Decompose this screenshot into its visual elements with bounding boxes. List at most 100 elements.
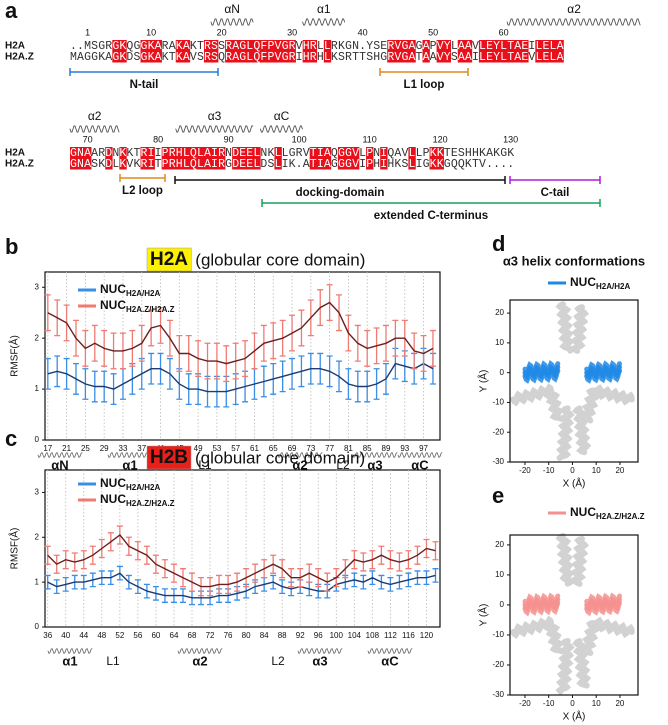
- x-tick-label: 20: [615, 699, 624, 708]
- residue-run: T: [155, 158, 162, 171]
- y-tick-label: 0: [500, 600, 505, 609]
- y-tick-label: 0: [35, 435, 40, 444]
- identity-box: [70, 147, 78, 170]
- residue-run: Q: [331, 147, 338, 160]
- x-tick-label: 69: [288, 444, 297, 453]
- identity-box: [500, 40, 508, 63]
- y-tick-label: 10: [495, 338, 504, 347]
- y-tick-label: -20: [492, 427, 504, 436]
- residue-run: HR: [303, 51, 317, 64]
- helix-label: α1: [317, 2, 331, 16]
- x-axis-label: X (Å): [563, 477, 586, 490]
- identity-box: [196, 147, 205, 170]
- identity-box: [246, 40, 254, 63]
- structure-coil: [37, 451, 83, 459]
- residue-run: RKGN.YSE: [331, 40, 387, 53]
- x-tick-label: -20: [519, 699, 531, 708]
- residue-run: GK: [112, 51, 126, 64]
- residue-run: T: [416, 51, 423, 64]
- identity-box: [316, 147, 325, 170]
- identity-box: [239, 147, 247, 170]
- residue-run: I: [296, 51, 303, 64]
- residue-run: RAGLQFPVGR: [225, 40, 295, 53]
- context-helix: [590, 616, 635, 639]
- structure-coil: [352, 451, 398, 459]
- identity-box: [232, 147, 240, 170]
- y-axis-label: Y (Å): [477, 604, 490, 627]
- region-label: L1 loop: [404, 79, 445, 91]
- region-label: extended C-terminus: [374, 210, 488, 222]
- identity-box: [485, 40, 494, 63]
- residue-run: GK: [112, 40, 126, 53]
- identity-box: [514, 40, 522, 63]
- x-tick-label: 25: [81, 444, 90, 453]
- residue-run: RVGA: [387, 51, 415, 64]
- identity-box: [344, 147, 353, 170]
- legend-label: NUCH2A.Z/H2A.Z: [100, 298, 175, 314]
- residue-number: 90: [224, 134, 234, 144]
- residue-run: V: [296, 40, 303, 53]
- residue-run: GGV: [338, 147, 359, 160]
- identity-box: [168, 147, 177, 170]
- helix-coil: [259, 125, 303, 133]
- residue-run: I: [528, 40, 535, 53]
- residue-run: N: [373, 147, 380, 160]
- x-tick-label: 92: [296, 631, 305, 640]
- structure-coil: [177, 647, 223, 655]
- y-tick-label: 3: [35, 282, 40, 291]
- context-helix: [555, 638, 575, 695]
- context-helix: [555, 301, 576, 354]
- residue-run: KA: [176, 40, 190, 53]
- residue-run: HKS: [387, 158, 408, 171]
- residue-run: KK: [430, 147, 444, 160]
- identity-box: [112, 40, 120, 63]
- structure-coil: [277, 451, 323, 459]
- alpha3-conformations: [584, 592, 622, 609]
- identity-box: [147, 147, 155, 170]
- structure-coil: [367, 647, 413, 655]
- structure-coil: [107, 451, 153, 459]
- residue-run: I: [472, 51, 479, 64]
- residue-run: LEYLTAE: [479, 51, 528, 64]
- residue-run: L: [409, 158, 416, 171]
- residue-number: 40: [358, 27, 368, 37]
- title-highlight: [146, 445, 192, 470]
- identity-box: [239, 40, 247, 63]
- structure-label: α2: [192, 653, 207, 668]
- identity-box: [267, 40, 275, 63]
- residue-number: 100: [292, 134, 307, 144]
- identity-box: [189, 147, 198, 170]
- context-helix: [569, 304, 590, 354]
- identity-box: [203, 40, 212, 63]
- x-tick-label: 0: [570, 466, 575, 475]
- x-tick-label: 49: [194, 444, 203, 453]
- x-tick-label: 10: [592, 466, 601, 475]
- identity-box: [281, 40, 289, 63]
- x-tick-label: 77: [325, 444, 334, 453]
- panel-label: a: [5, 0, 18, 23]
- y-axis-label: RMSF(Å): [8, 528, 21, 570]
- structure-coil: [47, 647, 93, 655]
- residue-run: LGRV: [282, 147, 310, 160]
- legend-label: NUCH2A.Z/H2A.Z: [570, 505, 645, 521]
- residue-run: MAGGKA: [70, 51, 112, 64]
- residue-run: I: [359, 158, 366, 171]
- series-line: [47, 534, 436, 588]
- residue-run: G: [331, 158, 338, 171]
- identity-box: [140, 147, 148, 170]
- region-bracket: [261, 199, 601, 207]
- residue-run: DS: [126, 51, 140, 64]
- residue-run: K: [119, 158, 126, 171]
- identity-box: [182, 147, 191, 170]
- legend-subscript: H2A/H2A: [596, 282, 630, 291]
- residue-run: P: [430, 40, 437, 53]
- residue-run: LEYLTAE: [479, 40, 528, 53]
- identity-box: [253, 40, 261, 63]
- region-label: L2 loop: [122, 185, 163, 197]
- x-tick-label: 61: [250, 444, 259, 453]
- residue-run: N: [225, 147, 232, 160]
- x-tick-label: 89: [382, 444, 391, 453]
- identity-box: [422, 40, 430, 63]
- identity-box: [436, 147, 444, 170]
- sequence: ..MSGRGKQGGKARAKAKTRSSRAGLQFPVGRVHRLLRKG…: [70, 40, 564, 53]
